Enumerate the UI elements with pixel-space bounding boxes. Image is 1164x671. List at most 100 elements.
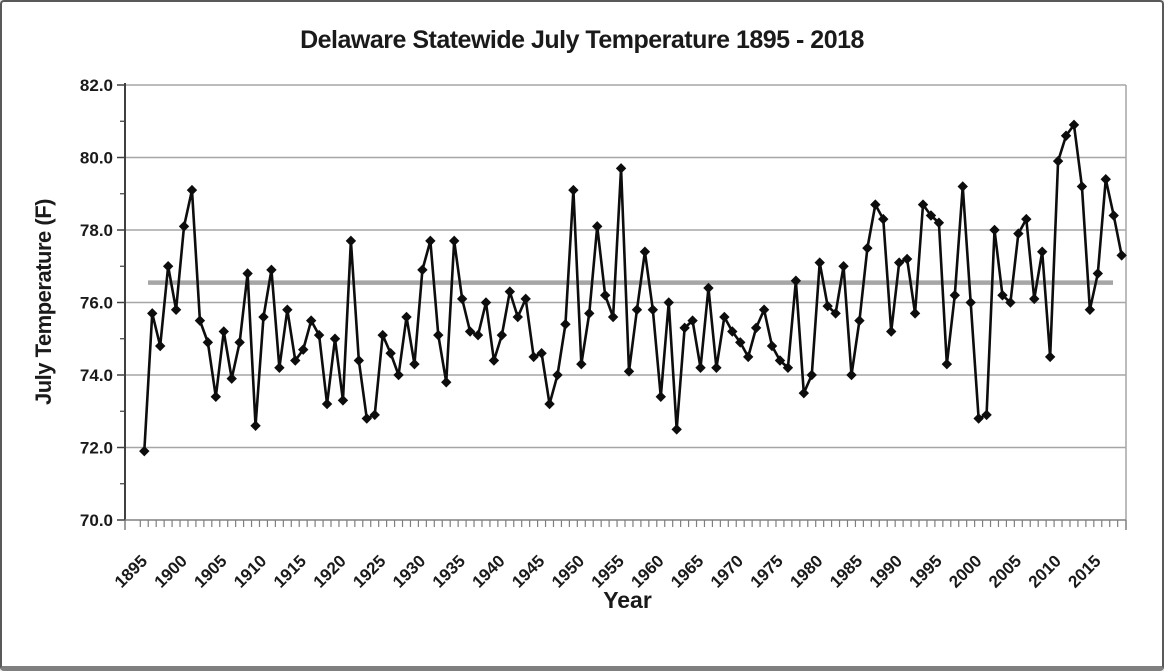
data-point [1092,268,1104,279]
data-point [1076,181,1088,192]
data-point [750,322,762,334]
chart-title: Delaware Statewide July Temperature 1895… [300,26,864,54]
data-point [1116,250,1127,261]
data-point [139,445,150,457]
data-point [337,395,349,406]
data-point [1060,130,1072,141]
data-point [504,286,516,297]
data-point [433,329,444,341]
data-point [560,319,571,330]
data-point [647,304,659,315]
data-point [838,261,849,272]
data-point [472,329,484,341]
data-point [170,304,182,315]
data-point [679,322,690,334]
data-point [298,344,309,355]
data-point [202,337,214,348]
data-point [218,326,229,337]
data-point [981,409,992,421]
y-tick-label: 70.0 [80,511,113,530]
data-point [941,358,953,370]
x-tick-label: 1915 [270,551,310,591]
data-point [774,355,786,366]
data-point [782,362,794,373]
data-point [274,362,285,373]
x-tick-label: 1895 [111,551,151,591]
series-line [143,123,1123,453]
data-point [663,297,674,308]
data-point [1100,174,1111,185]
x-tick-label: 1925 [349,551,389,591]
data-point [329,333,341,344]
y-tick-label: 82.0 [80,76,113,95]
data-point [1084,304,1096,315]
data-point [1044,351,1056,363]
x-tick-label: 1965 [667,551,707,591]
data-point [703,282,714,294]
data-point [639,246,651,257]
data-point [878,213,889,225]
data-point [250,420,261,431]
data-point [584,308,595,319]
data-point [480,297,492,308]
data-point [615,163,627,174]
data-point [385,348,396,359]
data-point [441,377,452,388]
data-point [758,304,770,315]
data-point [544,398,555,410]
data-point [727,326,738,337]
data-point [194,315,206,326]
data-point [893,257,905,268]
x-tick-label: 1900 [151,551,191,591]
data-point [742,351,754,363]
data-point [393,369,404,381]
data-point [854,315,865,326]
data-point [1052,155,1064,167]
data-point [925,210,937,221]
y-tick-label: 80.0 [80,149,113,168]
data-point [623,366,635,377]
data-point [1068,119,1080,131]
x-tick-label: 2015 [1064,551,1104,591]
y-tick-label: 72.0 [80,439,113,458]
data-point [1021,213,1032,225]
data-point [719,311,730,323]
y-tick-label: 74.0 [80,366,113,385]
data-point [822,300,833,312]
data-point [456,293,468,305]
data-point [1013,228,1024,239]
x-tick-label: 1985 [826,551,866,591]
data-point [409,358,420,370]
data-point [830,308,841,319]
data-point [162,261,174,272]
data-point [1108,210,1119,221]
data-point [242,268,253,279]
data-point [735,337,746,348]
x-tick-label: 2005 [985,551,1025,591]
data-point [886,326,897,337]
data-point [552,369,563,381]
data-point [576,358,587,370]
x-tick-label: 2000 [945,551,985,591]
data-point [671,424,682,435]
data-point [258,311,269,323]
data-point [687,315,698,326]
data-point [973,413,984,424]
data-point [353,355,365,366]
x-tick-label: 1980 [786,551,826,591]
data-point [965,297,976,308]
data-point [369,409,380,421]
data-point [997,290,1008,301]
data-point [401,311,412,323]
data-point [321,398,333,410]
x-tick-label: 1935 [429,551,469,591]
data-point [226,373,237,384]
data-point [790,275,802,286]
data-point [814,257,825,268]
x-tick-label: 1910 [230,551,270,591]
x-tick-label: 1945 [508,551,548,591]
x-tick-label: 1995 [906,551,946,591]
data-point [766,340,778,352]
data-point [290,355,301,366]
